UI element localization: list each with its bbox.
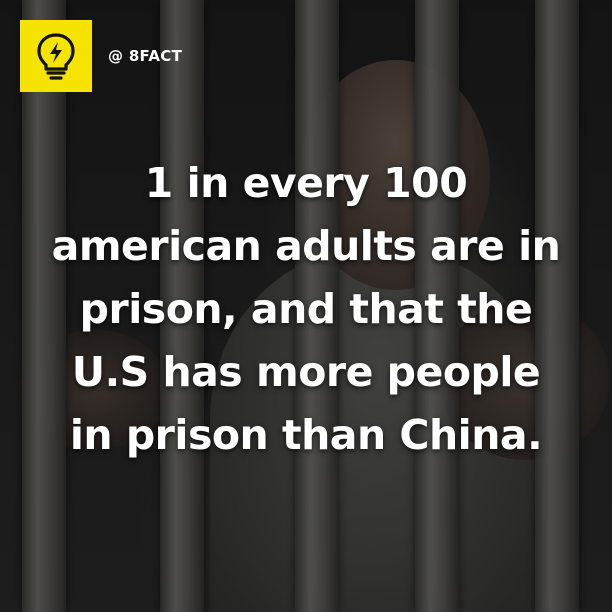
figure-right-hand <box>440 300 610 460</box>
brand-header: @ 8FACT <box>20 20 182 92</box>
fact-line: prison, and that the <box>79 285 533 333</box>
fact-line: in prison than China. <box>69 411 543 459</box>
brand-logo <box>20 20 92 92</box>
lightbulb-bolt-icon <box>37 33 75 80</box>
fact-line: U.S has more people <box>71 348 541 396</box>
prison-bar <box>160 0 204 612</box>
prison-bar <box>415 0 459 612</box>
fact-line: american adults are in <box>51 222 561 270</box>
prison-bar <box>295 0 339 612</box>
prison-bar <box>22 0 66 612</box>
fact-text: 1 in every 100 american adults are in pr… <box>20 152 592 467</box>
fact-line: 1 in every 100 <box>144 159 468 207</box>
brand-handle: @ 8FACT <box>108 47 183 65</box>
prison-bar <box>535 0 579 612</box>
